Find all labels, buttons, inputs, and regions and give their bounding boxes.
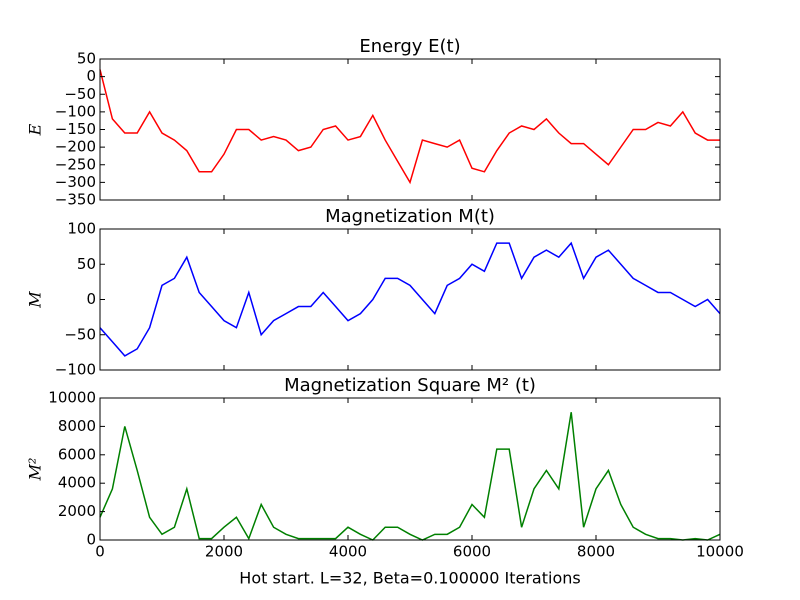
y-axis-label: M — [26, 291, 45, 309]
x-tick-label: 0 — [95, 543, 105, 561]
y-tick-label: −50 — [64, 85, 96, 103]
panel-title: Magnetization Square M² (t) — [284, 375, 536, 396]
y-tick-label: 50 — [77, 255, 96, 273]
plot-frame — [99, 397, 721, 541]
plot-frame — [99, 228, 721, 371]
x-tick-label: 10000 — [696, 543, 744, 561]
y-tick-label: 2000 — [58, 502, 96, 520]
y-tick-label: 0 — [86, 531, 96, 549]
x-tick-label: 2000 — [205, 543, 243, 561]
y-tick-label: 4000 — [58, 474, 96, 492]
x-axis-label: Hot start. L=32, Beta=0.100000 Iteration… — [239, 569, 580, 588]
data-line — [99, 412, 721, 541]
y-tick-label: 6000 — [58, 445, 96, 463]
y-axis-label: M² — [26, 458, 45, 482]
panel-title: Energy E(t) — [359, 36, 460, 57]
y-tick-label: −350 — [55, 191, 96, 209]
y-tick-label: −100 — [55, 361, 96, 379]
y-tick-label: −50 — [64, 325, 96, 343]
y-tick-label: 100 — [67, 220, 96, 238]
data-line — [99, 69, 720, 185]
y-tick-label: 0 — [86, 67, 96, 85]
x-tick-label: 4000 — [329, 543, 367, 561]
y-tick-label: −100 — [55, 102, 96, 120]
x-tick-label: 8000 — [577, 543, 615, 561]
y-tick-label: 50 — [77, 50, 96, 68]
panel-title: Magnetization M(t) — [325, 206, 495, 227]
y-tick-label: 0 — [86, 290, 96, 308]
y-tick-label: −300 — [55, 173, 96, 191]
y-tick-label: 10000 — [48, 389, 96, 407]
y-axis-label: E — [26, 123, 45, 136]
data-line — [99, 241, 721, 357]
x-tick-label: 6000 — [453, 543, 491, 561]
y-tick-label: −150 — [55, 120, 96, 138]
y-tick-label: −250 — [55, 155, 96, 173]
plot-frame — [99, 58, 721, 201]
y-tick-label: −200 — [55, 138, 96, 156]
y-tick-label: 8000 — [58, 417, 96, 435]
